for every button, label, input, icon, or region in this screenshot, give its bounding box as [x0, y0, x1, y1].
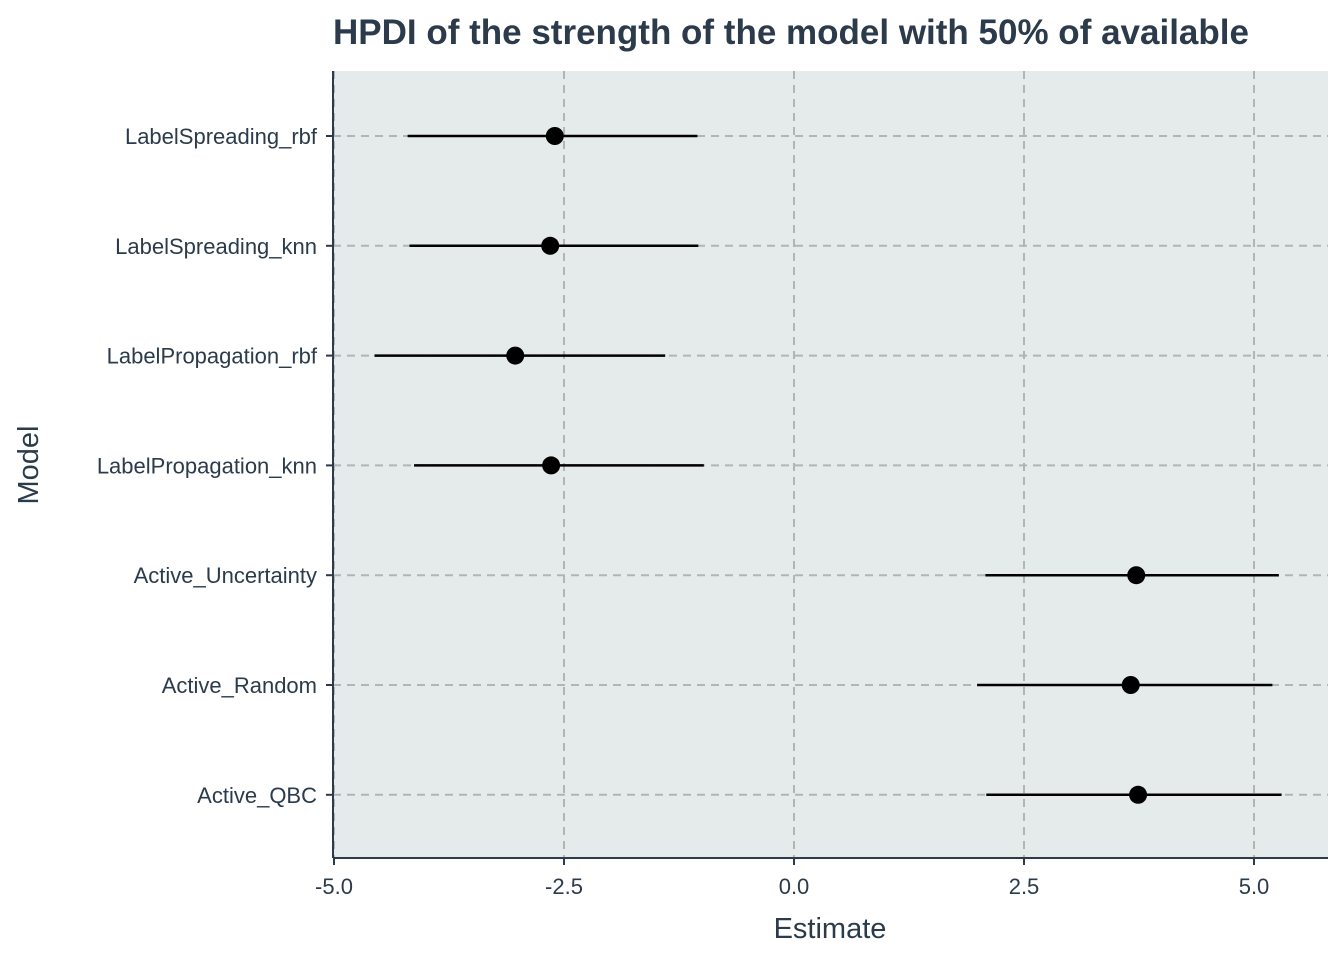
x-axis-title: Estimate: [774, 913, 887, 945]
estimate-point: [541, 236, 560, 255]
estimate-point: [1121, 676, 1140, 694]
y-tick-label: LabelSpreading_knn: [115, 234, 317, 259]
estimate-point: [1129, 785, 1148, 804]
y-tick-label: LabelPropagation_knn: [97, 453, 317, 478]
y-tick-label: LabelPropagation_rbf: [107, 344, 318, 369]
x-tick-label: 0.0: [779, 874, 810, 899]
x-tick-label: -2.5: [545, 874, 583, 899]
x-axis-ticks: -5.0 -2.5 0.0 2.5 5.0: [315, 858, 1269, 899]
y-tick-label: Active_QBC: [197, 783, 317, 808]
y-axis-title: Model: [13, 426, 45, 505]
y-tick-label: Active_Uncertainty: [134, 563, 317, 588]
y-tick-label: Active_Random: [162, 673, 317, 698]
interval-marks: [374, 127, 1282, 804]
chart-title: HPDI of the strength of the model with 5…: [333, 13, 1249, 52]
x-tick-label: 5.0: [1239, 874, 1270, 899]
x-tick-label: 2.5: [1009, 874, 1040, 899]
estimate-point: [506, 346, 525, 365]
y-tick-label: LabelSpreading_rbf: [125, 124, 318, 149]
estimate-point: [542, 456, 561, 475]
y-axis-ticks: LabelSpreading_rbf LabelSpreading_knn Labe…: [97, 124, 333, 808]
x-tick-label: -5.0: [315, 874, 353, 899]
estimate-point: [1127, 566, 1146, 585]
estimate-point: [545, 127, 564, 145]
